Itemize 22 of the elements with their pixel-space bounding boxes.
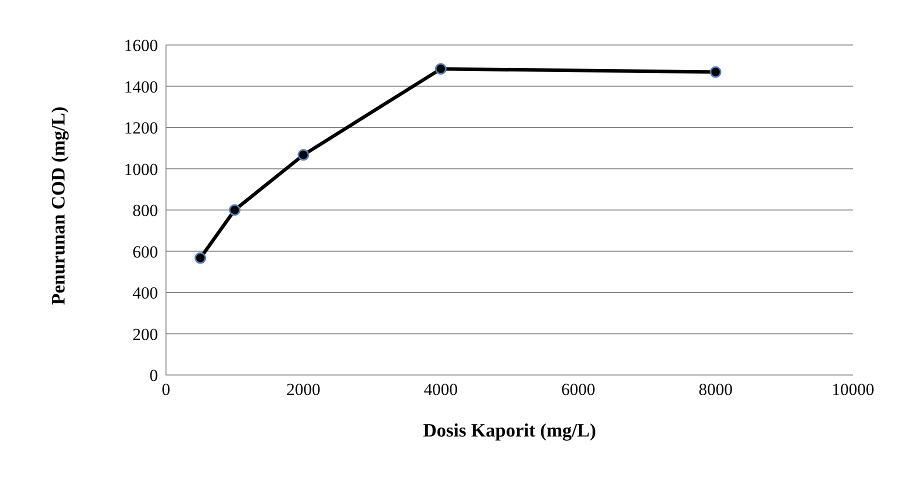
x-tick-label: 6000 [561,380,596,400]
y-tick-label: 0 [150,366,158,386]
x-axis-title: Dosis Kaporit (mg/L) [422,420,596,442]
y-tick-label: 1400 [124,77,158,96]
point [298,149,310,161]
x-tick-label: 0 [162,380,170,400]
y-tick-label: 1000 [124,160,158,179]
point [435,63,447,75]
x-tick-label: 10000 [832,380,874,400]
y-tick-label: 600 [132,242,158,262]
y-tick-label: 1600 [124,36,158,56]
y-tick-label: 200 [132,324,158,344]
x-tick-label: 4000 [424,380,458,400]
point [194,252,206,264]
point [710,66,722,78]
point [228,204,240,216]
x-tick-label: 2000 [286,380,320,400]
y-tick-label: 800 [132,201,158,220]
y-axis-title: Penurunan COD (mg/L) [48,106,70,305]
y-tick-label: 400 [132,284,158,303]
y-tick-label: 1200 [124,118,158,138]
x-tick-label: 8000 [698,380,733,400]
